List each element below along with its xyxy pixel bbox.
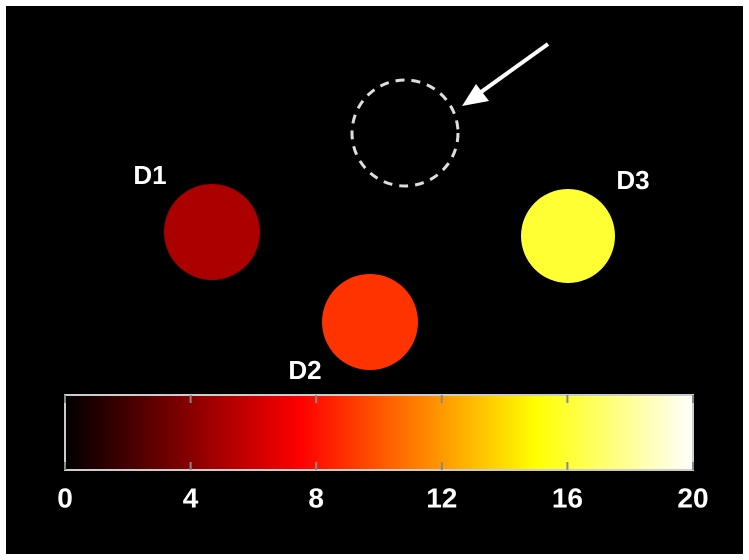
- region-disc: [322, 274, 418, 370]
- region-disc: [521, 189, 615, 283]
- region-label: D1: [133, 160, 166, 190]
- tick-label: 16: [552, 482, 583, 513]
- colorbar: [65, 395, 693, 470]
- page: 048121620D1D2D3 (() => { const data = JS…: [0, 0, 749, 560]
- tick-label: 4: [183, 482, 199, 513]
- region-label: D2: [288, 355, 321, 385]
- tick-label: 20: [677, 482, 708, 513]
- tick-label: 8: [308, 482, 324, 513]
- figure: 0 4 8 12 16 20 D1 D2 D3: [0, 0, 749, 560]
- tick-label: 12: [426, 482, 457, 513]
- region-disc: [164, 184, 260, 280]
- tick-label: 0: [57, 482, 73, 513]
- region-label: D3: [616, 165, 649, 195]
